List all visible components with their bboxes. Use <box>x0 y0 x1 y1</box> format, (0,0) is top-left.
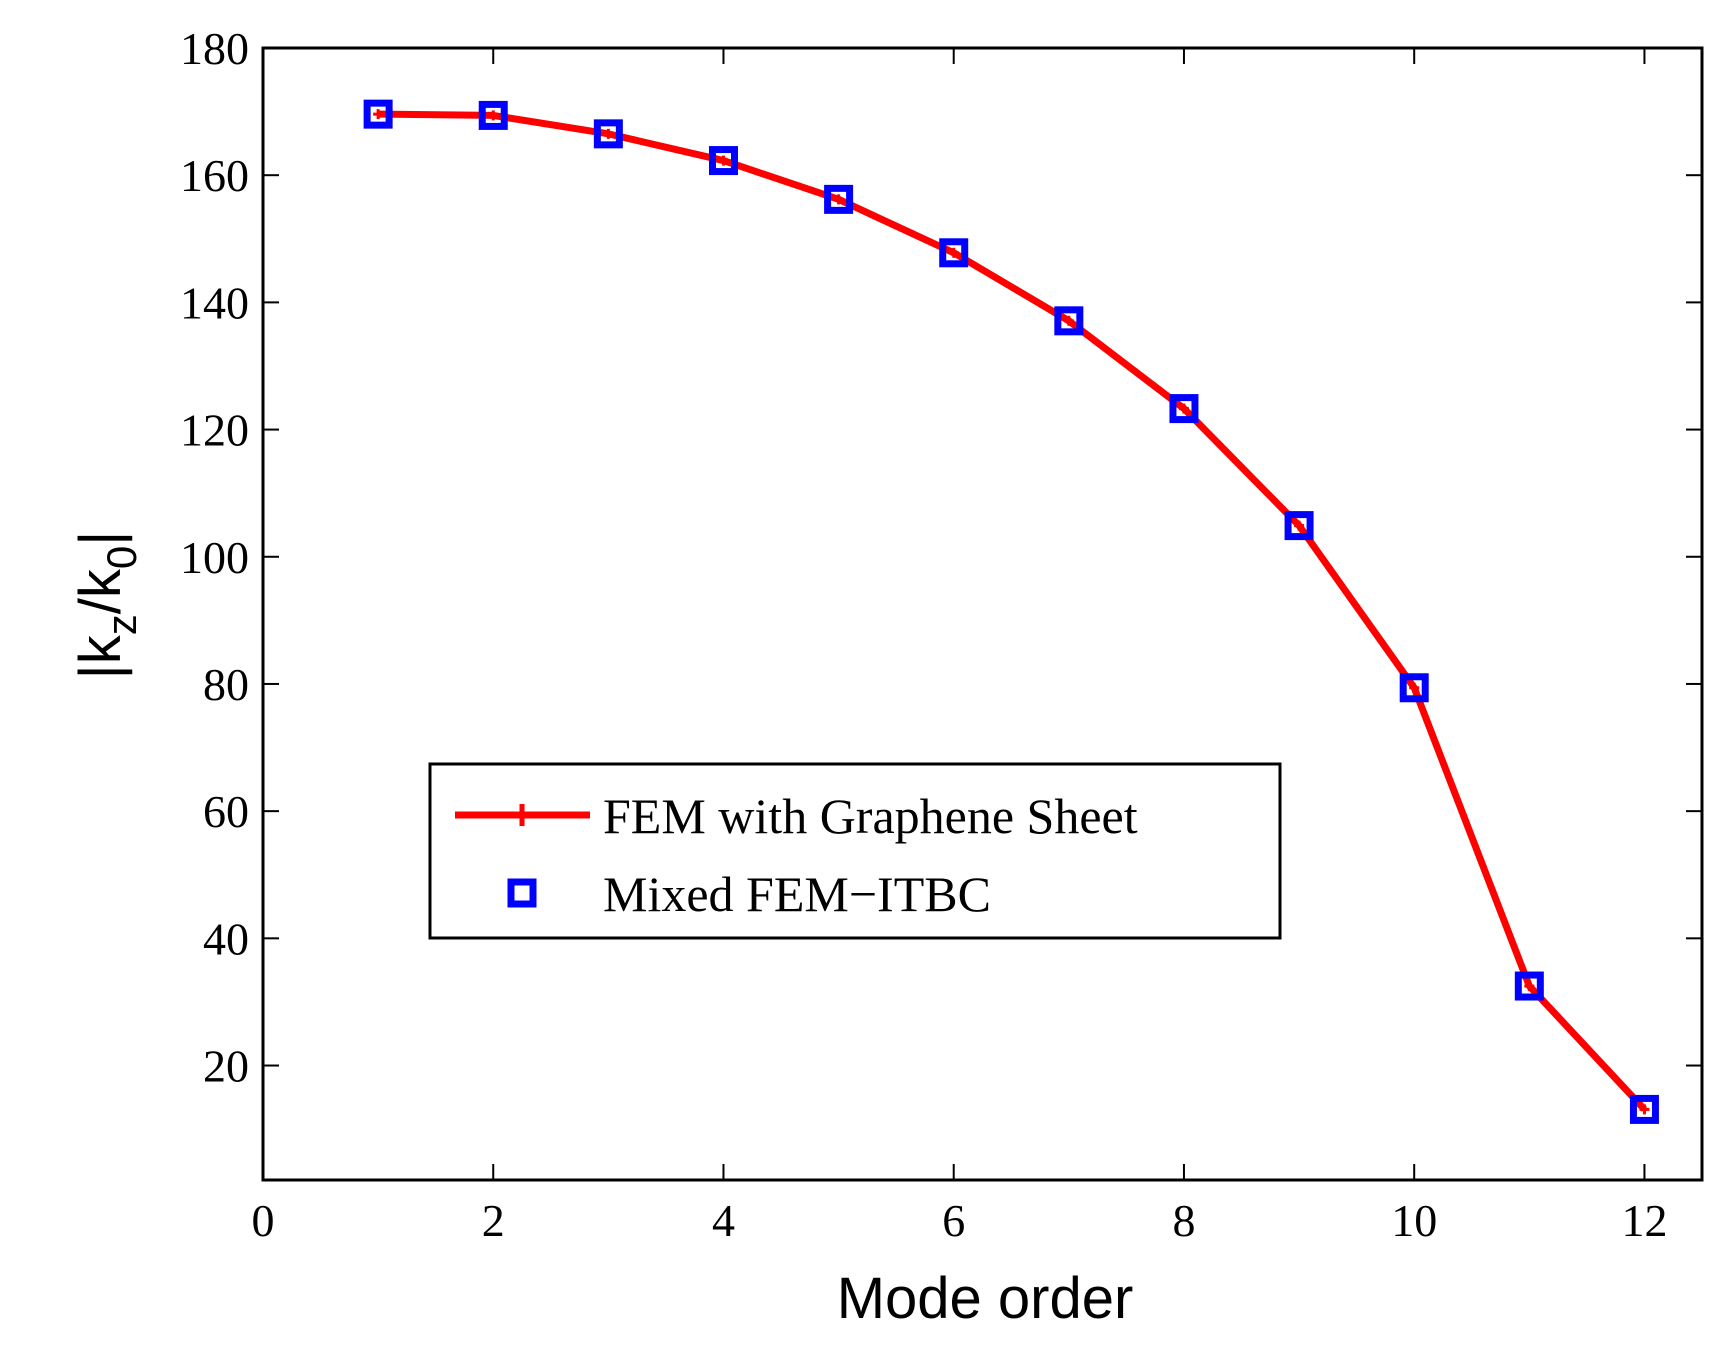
y-tick-label: 120 <box>180 405 249 456</box>
marker-itbc <box>1169 394 1199 424</box>
legend: FEM with Graphene Sheet Mixed FEM−ITBC <box>428 762 1282 940</box>
legend-marker-itbc <box>507 878 537 908</box>
series-layer <box>363 99 1659 1124</box>
legend-label-fem: FEM with Graphene Sheet <box>603 788 1138 844</box>
y-tick-label: 100 <box>180 532 249 583</box>
y-tick-label: 140 <box>180 277 249 328</box>
y-tick-label: 80 <box>203 659 249 710</box>
ticks-layer: 0 2 4 6 8 10 12 20 40 60 80 100 120 140 160 180 <box>180 23 1702 1246</box>
y-axis-label: |kz/k0| <box>68 531 145 680</box>
marker-itbc <box>1284 511 1314 541</box>
x-tick-label: 0 <box>252 1195 275 1246</box>
y-tick-label: 20 <box>203 1041 249 1092</box>
marker-itbc <box>1514 971 1544 1001</box>
marker-itbc <box>1054 306 1084 336</box>
x-tick-label: 8 <box>1172 1195 1195 1246</box>
y-tick-label: 180 <box>180 23 249 74</box>
y-axis-label-sub: 0 <box>98 546 145 569</box>
marker-itbc <box>708 146 738 176</box>
series-line-fem <box>378 110 1647 1112</box>
y-axis-label-sub: z <box>98 614 145 635</box>
marker-itbc <box>1399 673 1429 703</box>
x-tick-label: 10 <box>1391 1195 1437 1246</box>
y-axis-label-part: | <box>68 531 133 546</box>
plot-frame <box>261 46 1704 1182</box>
x-tick-label: 4 <box>712 1195 735 1246</box>
marker-itbc <box>478 100 508 130</box>
y-tick-label: 60 <box>203 786 249 837</box>
marker-itbc <box>363 99 393 129</box>
x-tick-label: 2 <box>482 1195 505 1246</box>
legend-box <box>428 762 1282 940</box>
y-axis-label-part: /k <box>68 568 133 614</box>
x-tick-label: 12 <box>1621 1195 1667 1246</box>
y-tick-label: 40 <box>203 913 249 964</box>
x-axis-label: Mode order <box>837 1266 1134 1331</box>
marker-itbc <box>1629 1094 1659 1124</box>
legend-label-itbc: Mixed FEM−ITBC <box>603 866 991 922</box>
marker-itbc <box>593 119 623 149</box>
x-tick-label: 6 <box>942 1195 965 1246</box>
y-tick-label: 160 <box>180 150 249 201</box>
marker-itbc <box>939 238 969 268</box>
y-axis-label-part: |k <box>68 634 133 679</box>
marker-itbc <box>824 184 854 214</box>
